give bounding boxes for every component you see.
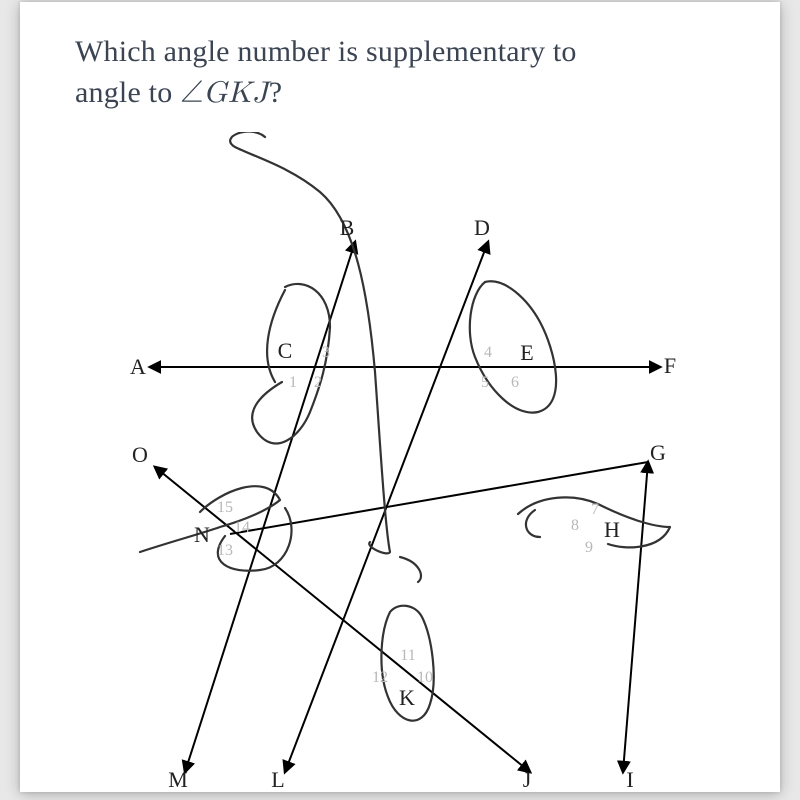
pen-stroke-4 bbox=[470, 281, 556, 412]
question-mark: ? bbox=[269, 76, 283, 109]
point-label-N: N bbox=[194, 522, 210, 547]
point-label-D: D bbox=[474, 215, 490, 240]
point-label-H: H bbox=[604, 517, 620, 542]
point-label-B: B bbox=[340, 215, 355, 240]
angle-num-8: 8 bbox=[571, 517, 579, 534]
point-label-G: G bbox=[650, 440, 666, 465]
handwritten-annotations bbox=[140, 132, 670, 721]
pen-stroke-2 bbox=[252, 284, 330, 444]
pen-stroke-6 bbox=[218, 508, 292, 571]
point-label-J: J bbox=[523, 767, 532, 792]
angle-num-10: 10 bbox=[417, 669, 433, 686]
angle-num-12: 12 bbox=[372, 669, 388, 686]
point-label-K: K bbox=[399, 685, 415, 710]
angle-num-15: 15 bbox=[217, 499, 233, 516]
diagram-area: 123456789101112131415 ABCDEFGHIJKLMNO bbox=[20, 132, 780, 792]
point-label-A: A bbox=[130, 354, 146, 379]
line-IG bbox=[623, 462, 648, 772]
point-label-M: M bbox=[168, 767, 188, 792]
q-line2-prefix: angle to bbox=[75, 76, 180, 109]
point-label-F: F bbox=[664, 353, 676, 378]
angle-name: GKJ bbox=[203, 78, 268, 108]
angle-num-13: 13 bbox=[217, 542, 233, 559]
angle-num-3: 3 bbox=[322, 344, 330, 361]
point-label-L: L bbox=[271, 767, 284, 792]
q-line1: Which angle number is supplementary to bbox=[75, 35, 577, 68]
angle-symbol: ∠ bbox=[180, 78, 203, 108]
angle-num-2: 2 bbox=[314, 374, 322, 391]
point-label-O: O bbox=[132, 442, 148, 467]
angle-num-11: 11 bbox=[400, 647, 415, 664]
point-label-I: I bbox=[626, 767, 633, 792]
point-label-C: C bbox=[278, 338, 293, 363]
point-label-E: E bbox=[520, 340, 533, 365]
angle-num-14: 14 bbox=[234, 519, 250, 536]
question-text: Which angle number is supplementary to a… bbox=[20, 2, 780, 113]
pen-stroke-8 bbox=[526, 510, 540, 537]
pen-stroke-0 bbox=[230, 132, 390, 553]
line-OJ bbox=[155, 467, 530, 772]
angle-num-7: 7 bbox=[591, 501, 599, 518]
angle-num-1: 1 bbox=[289, 374, 297, 391]
geometry-diagram: 123456789101112131415 ABCDEFGHIJKLMNO bbox=[20, 132, 780, 792]
angle-num-5: 5 bbox=[481, 374, 489, 391]
pen-stroke-1 bbox=[400, 557, 421, 582]
line-GN_lower bbox=[230, 462, 648, 534]
angle-num-9: 9 bbox=[585, 539, 593, 556]
question-card: Which angle number is supplementary to a… bbox=[20, 2, 780, 792]
angle-number-labels: 123456789101112131415 bbox=[217, 344, 599, 686]
pen-stroke-3 bbox=[267, 290, 285, 382]
angle-num-4: 4 bbox=[484, 344, 492, 361]
angle-num-6: 6 bbox=[511, 374, 519, 391]
